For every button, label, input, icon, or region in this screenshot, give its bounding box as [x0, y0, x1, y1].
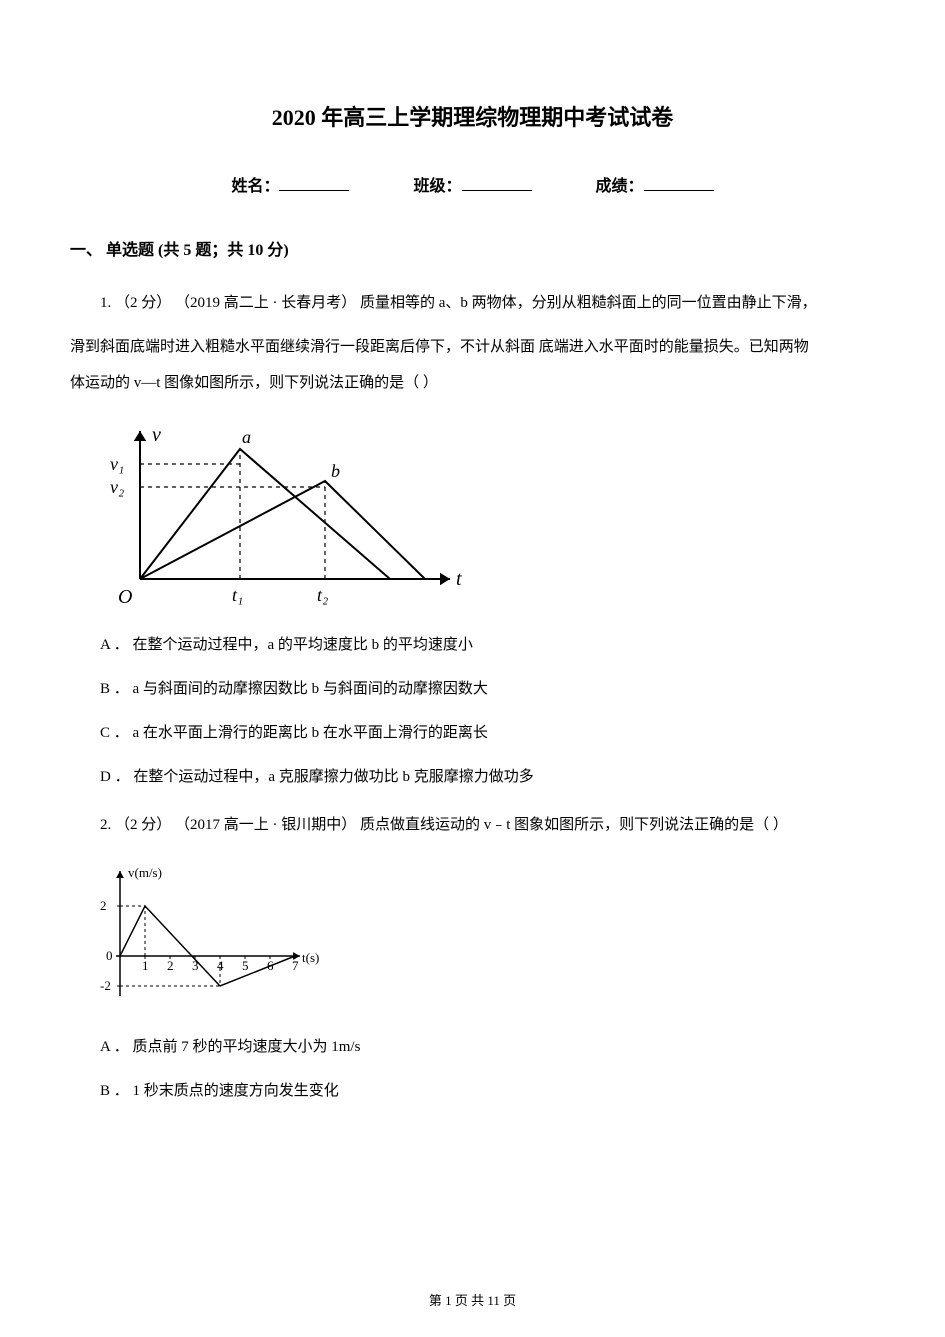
q1-figure: v t Ov₁ v₂ t₁ t₂ a b	[90, 419, 875, 609]
svg-text:b: b	[331, 461, 340, 481]
class-blank[interactable]	[462, 174, 532, 191]
name-label: 姓名：	[231, 178, 279, 195]
name-blank[interactable]	[279, 174, 349, 191]
q1-option-c[interactable]: C ． a 在水平面上滑行的距离比 b 在水平面上滑行的距离长	[70, 715, 875, 751]
q2-stem: 2. （2 分） （2017 高一上 · 银川期中） 质点做直线运动的 v﹣t …	[70, 807, 875, 843]
q1-option-b[interactable]: B ． a 与斜面间的动摩擦因数比 b 与斜面间的动摩擦因数大	[70, 671, 875, 707]
svg-text:2: 2	[167, 958, 174, 973]
score-field: 成绩：	[596, 172, 714, 196]
q1-option-d[interactable]: D ． 在整个运动过程中，a 克服摩擦力做功比 b 克服摩擦力做功多	[70, 759, 875, 795]
svg-text:1: 1	[142, 958, 149, 973]
q1-option-a[interactable]: A ． 在整个运动过程中，a 的平均速度比 b 的平均速度小	[70, 627, 875, 663]
q2-option-b[interactable]: B ． 1 秒末质点的速度方向发生变化	[70, 1073, 875, 1109]
q2-vt-graph: 20-21234567v(m/s)t(s)	[90, 861, 320, 1011]
svg-text:a: a	[242, 427, 251, 447]
page-footer: 第 1 页 共 11 页	[0, 1290, 945, 1309]
svg-text:t₁: t₁	[232, 585, 243, 605]
svg-text:v₁: v₁	[110, 454, 124, 474]
svg-text:v(m/s): v(m/s)	[128, 865, 162, 880]
q1-stem-1: 1. （2 分） （2019 高二上 · 长春月考） 质量相等的 a、b 两物体…	[70, 285, 875, 321]
score-blank[interactable]	[644, 174, 714, 191]
svg-text:t: t	[456, 568, 462, 590]
svg-text:t(s): t(s)	[302, 950, 319, 965]
name-field: 姓名：	[231, 172, 349, 196]
svg-text:7: 7	[292, 958, 299, 973]
q1-stem-3: 体运动的 v—t 图像如图所示，则下列说法正确的是（ ）	[70, 365, 875, 401]
class-field: 班级：	[413, 172, 531, 196]
class-label: 班级：	[413, 178, 461, 195]
score-label: 成绩：	[596, 178, 644, 195]
svg-text:v₂: v₂	[110, 477, 124, 497]
exam-title: 2020 年高三上学期理综物理期中考试试卷	[70, 100, 875, 132]
svg-text:t₂: t₂	[317, 585, 328, 605]
q1-stem-2: 滑到斜面底端时进入粗糙水平面继续滑行一段距离后停下，不计从斜面 底端进入水平面时…	[70, 329, 875, 365]
q2-figure: 20-21234567v(m/s)t(s)	[90, 861, 875, 1011]
meta-row: 姓名： 班级： 成绩：	[70, 172, 875, 196]
section-1-header: 一、 单选题 (共 5 题；共 10 分)	[70, 236, 875, 260]
svg-text:v: v	[152, 424, 161, 446]
page: 2020 年高三上学期理综物理期中考试试卷 姓名： 班级： 成绩： 一、 单选题…	[0, 0, 945, 1337]
svg-text:5: 5	[242, 958, 249, 973]
svg-text:0: 0	[106, 948, 113, 963]
q2-option-a[interactable]: A ． 质点前 7 秒的平均速度大小为 1m/s	[70, 1029, 875, 1065]
svg-text:-2: -2	[100, 978, 111, 993]
svg-text:O: O	[118, 586, 132, 608]
q1-vt-graph: v t Ov₁ v₂ t₁ t₂ a b	[90, 419, 470, 609]
svg-text:2: 2	[100, 898, 107, 913]
